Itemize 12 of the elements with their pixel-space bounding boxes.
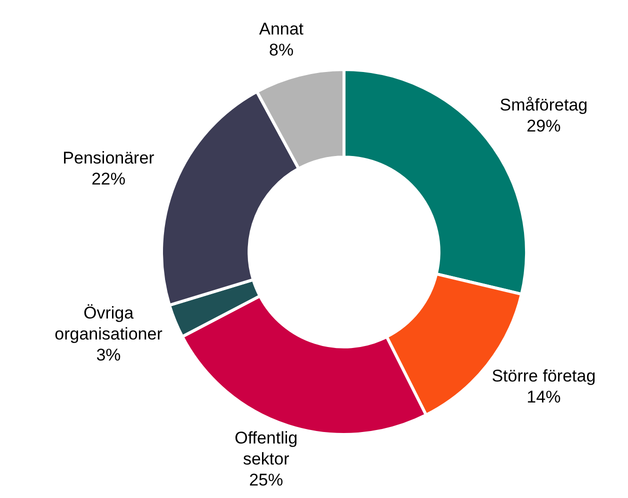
data-label: 14% (526, 388, 561, 407)
data-label: 25% (249, 470, 284, 490)
data-label: 8% (269, 40, 294, 60)
slice-label: Annat (259, 19, 304, 38)
slice-label: Övriga organisationer (54, 304, 163, 344)
data-label: 29% (526, 116, 561, 136)
slice-label: Pensionärer (62, 148, 155, 168)
data-label: 3% (96, 346, 121, 365)
slice-label: Offentlig sektor (234, 428, 298, 469)
slice-label: Småföretag (500, 96, 588, 115)
slice-label: Större företag (492, 366, 596, 386)
data-label: 22% (91, 169, 126, 188)
